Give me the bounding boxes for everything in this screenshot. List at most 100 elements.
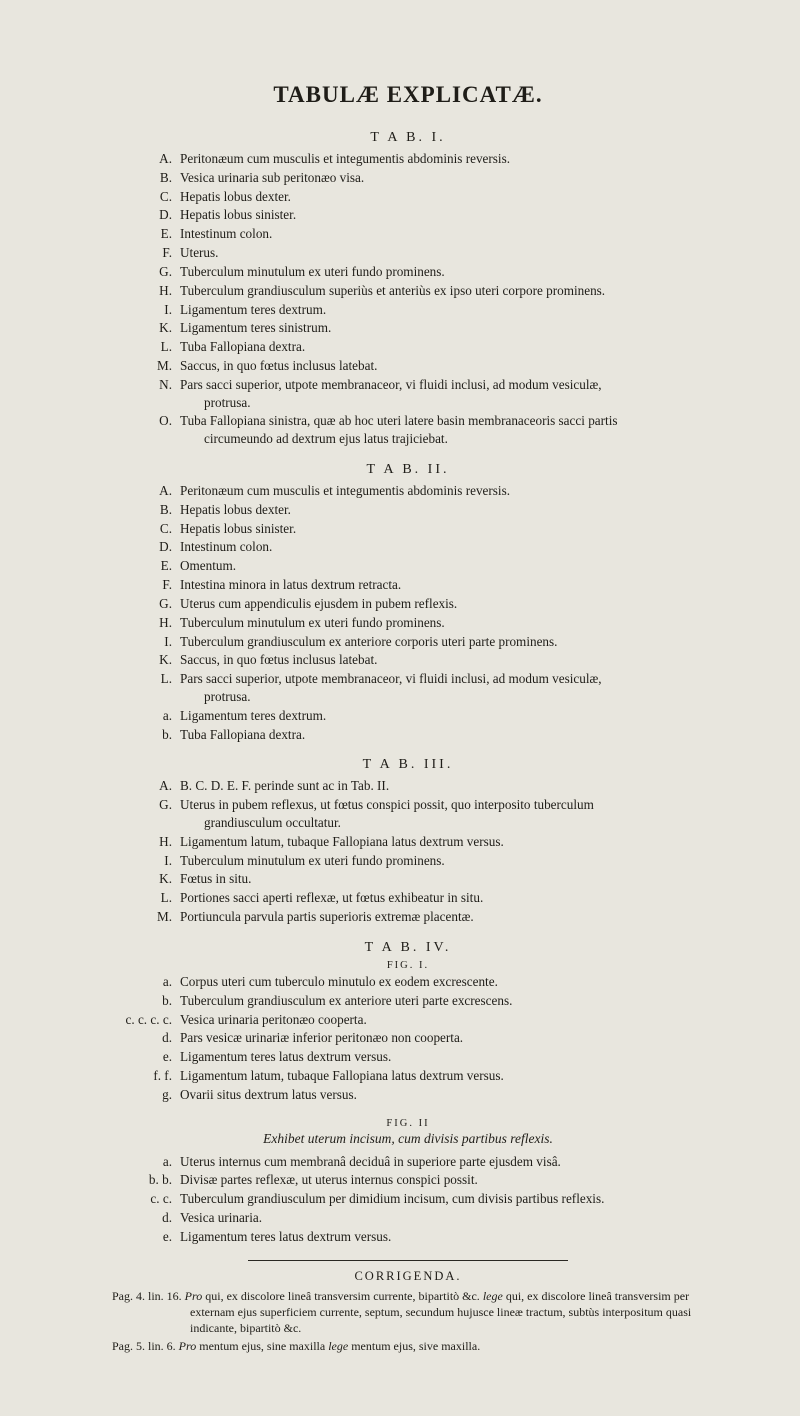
entry-label: C. <box>112 520 180 538</box>
entry-text: Ligamentum teres sinistrum. <box>180 319 704 337</box>
fig2-heading: FIG. II <box>112 1118 704 1129</box>
entry-row: A.Peritonæum cum musculis et integumenti… <box>112 150 704 168</box>
entry-label: M. <box>112 357 180 375</box>
entry-row: O.Tuba Fallopiana sinistra, quæ ab hoc u… <box>112 412 704 448</box>
entry-label: e. <box>112 1228 180 1246</box>
entry-continuation: protrusa. <box>180 394 704 412</box>
entry-text: Portiuncula parvula partis superioris ex… <box>180 908 704 926</box>
entry-text: Tuberculum grandiusculum ex anteriore ut… <box>180 992 704 1010</box>
entry-row: L.Tuba Fallopiana dextra. <box>112 338 704 356</box>
corrigenda-entry: Pag. 5. lin. 6. Pro mentum ejus, sine ma… <box>112 1338 704 1354</box>
divider <box>248 1260 568 1261</box>
entry-label: I. <box>112 301 180 319</box>
entry-text: Saccus, in quo fœtus inclusus latebat. <box>180 651 704 669</box>
entry-label: L. <box>112 338 180 356</box>
entry-label: D. <box>112 206 180 224</box>
entry-text: Vesica urinaria peritonæo cooperta. <box>180 1011 704 1029</box>
entry-row: g.Ovarii situs dextrum latus versus. <box>112 1086 704 1104</box>
entry-row: a.Ligamentum teres dextrum. <box>112 707 704 725</box>
entry-row: K.Ligamentum teres sinistrum. <box>112 319 704 337</box>
entry-text: Ligamentum teres dextrum. <box>180 707 704 725</box>
entry-row: c. c.Tuberculum grandiusculum per dimidi… <box>112 1190 704 1208</box>
entry-label: K. <box>112 870 180 888</box>
entry-row: L.Pars sacci superior, utpote membranace… <box>112 670 704 706</box>
entry-label: B. <box>112 501 180 519</box>
entry-label: O. <box>112 412 180 430</box>
entry-label: N. <box>112 376 180 394</box>
tab2-entry-list: A.Peritonæum cum musculis et integumenti… <box>112 482 704 743</box>
entry-label: G. <box>112 796 180 814</box>
entry-row: H.Tuberculum minutulum ex uteri fundo pr… <box>112 614 704 632</box>
entry-row: e.Ligamentum teres latus dextrum versus. <box>112 1048 704 1066</box>
entry-row: D.Intestinum colon. <box>112 538 704 556</box>
entry-text: Fœtus in situ. <box>180 870 704 888</box>
entry-continuation: grandiusculum occultatur. <box>180 814 704 832</box>
entry-label: B. <box>112 169 180 187</box>
entry-continuation: circumeundo ad dextrum ejus latus trajic… <box>180 430 704 448</box>
entry-text: Hepatis lobus dexter. <box>180 188 704 206</box>
entry-row: I.Tuberculum grandiusculum ex anteriore … <box>112 633 704 651</box>
entry-row: d.Pars vesicæ urinariæ inferior peritonæ… <box>112 1029 704 1047</box>
tab3-heading: T A B. III. <box>112 757 704 773</box>
entry-row: b.Tuba Fallopiana dextra. <box>112 726 704 744</box>
entry-text: Uterus internus cum membranâ deciduâ in … <box>180 1153 704 1171</box>
entry-text: Vesica urinaria. <box>180 1209 704 1227</box>
entry-row: A.Peritonæum cum musculis et integumenti… <box>112 482 704 500</box>
entry-label: a. <box>112 1153 180 1171</box>
entry-row: M.Portiuncula parvula partis superioris … <box>112 908 704 926</box>
entry-label: A. <box>112 150 180 168</box>
entry-label: L. <box>112 670 180 688</box>
entry-text: Ligamentum teres latus dextrum versus. <box>180 1048 704 1066</box>
corrigenda-list: Pag. 4. lin. 16. Pro qui, ex discolore l… <box>112 1288 704 1355</box>
entry-text: Omentum. <box>180 557 704 575</box>
entry-row: G.Tuberculum minutulum ex uteri fundo pr… <box>112 263 704 281</box>
entry-text: Pars sacci superior, utpote membranaceor… <box>180 670 704 706</box>
entry-row: F.Uterus. <box>112 244 704 262</box>
entry-label: M. <box>112 908 180 926</box>
entry-label: c. c. c. c. <box>112 1011 180 1029</box>
entry-row: d.Vesica urinaria. <box>112 1209 704 1227</box>
entry-label: c. c. <box>112 1190 180 1208</box>
entry-label: d. <box>112 1209 180 1227</box>
entry-label: g. <box>112 1086 180 1104</box>
entry-text: Tuberculum minutulum ex uteri fundo prom… <box>180 263 704 281</box>
entry-row: M.Saccus, in quo fœtus inclusus latebat. <box>112 357 704 375</box>
entry-text: Vesica urinaria sub peritonæo visa. <box>180 169 704 187</box>
entry-label: K. <box>112 319 180 337</box>
tab1-heading: T A B. I. <box>112 130 704 146</box>
entry-label: b. <box>112 992 180 1010</box>
tab1-entry-list: A.Peritonæum cum musculis et integumenti… <box>112 150 704 448</box>
entry-row: H.Tuberculum grandiusculum superiùs et a… <box>112 282 704 300</box>
entry-label: D. <box>112 538 180 556</box>
entry-text: Tuba Fallopiana sinistra, quæ ab hoc ute… <box>180 412 704 448</box>
entry-label: A. <box>112 482 180 500</box>
entry-text: Tuberculum grandiusculum superiùs et ant… <box>180 282 704 300</box>
entry-row: a.Uterus internus cum membranâ deciduâ i… <box>112 1153 704 1171</box>
tab4-fig2-entry-list: a.Uterus internus cum membranâ deciduâ i… <box>112 1153 704 1246</box>
entry-row: C.Hepatis lobus dexter. <box>112 188 704 206</box>
entry-row: b.Tuberculum grandiusculum ex anteriore … <box>112 992 704 1010</box>
entry-row: b. b.Divisæ partes reflexæ, ut uterus in… <box>112 1171 704 1189</box>
entry-label: E. <box>112 557 180 575</box>
page: TABULÆ EXPLICATÆ. T A B. I. A.Peritonæum… <box>0 0 800 1416</box>
entry-text: Divisæ partes reflexæ, ut uterus internu… <box>180 1171 704 1189</box>
entry-label: I. <box>112 852 180 870</box>
entry-label: a. <box>112 973 180 991</box>
entry-row: E.Intestinum colon. <box>112 225 704 243</box>
entry-row: F.Intestina minora in latus dextrum retr… <box>112 576 704 594</box>
entry-row: B.Vesica urinaria sub peritonæo visa. <box>112 169 704 187</box>
entry-row: G.Uterus in pubem reflexus, ut fœtus con… <box>112 796 704 832</box>
entry-text: Tuberculum minutulum ex uteri fundo prom… <box>180 614 704 632</box>
entry-row: N.Pars sacci superior, utpote membranace… <box>112 376 704 412</box>
fig2-subtitle: Exhibet uterum incisum, cum divisis part… <box>112 1131 704 1147</box>
tab2-heading: T A B. II. <box>112 462 704 478</box>
entry-text: Intestina minora in latus dextrum retrac… <box>180 576 704 594</box>
entry-label: A. <box>112 777 180 795</box>
entry-text: Ligamentum teres latus dextrum versus. <box>180 1228 704 1246</box>
entry-label: F. <box>112 244 180 262</box>
entry-text: Ovarii situs dextrum latus versus. <box>180 1086 704 1104</box>
entry-label: d. <box>112 1029 180 1047</box>
entry-text: Hepatis lobus sinister. <box>180 206 704 224</box>
entry-text: Corpus uteri cum tuberculo minutulo ex e… <box>180 973 704 991</box>
entry-text: Tuberculum minutulum ex uteri fundo prom… <box>180 852 704 870</box>
